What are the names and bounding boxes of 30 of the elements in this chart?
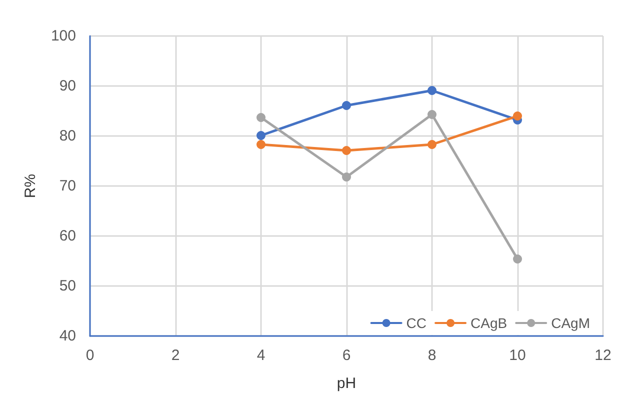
point <box>513 112 522 120</box>
x-tick-label: 0 <box>86 347 94 364</box>
point <box>342 172 351 182</box>
point <box>256 140 266 149</box>
point <box>428 140 436 149</box>
y-tick-label: 50 <box>59 278 76 294</box>
x-tick-label: 6 <box>342 347 351 364</box>
x-tick-label: 4 <box>256 347 266 364</box>
legend-label: CC <box>406 315 427 331</box>
x-tick-label: 8 <box>428 347 436 364</box>
x-tick-label: 12 <box>594 347 612 364</box>
point <box>256 131 266 140</box>
x-tick-label: 10 <box>509 347 526 364</box>
point <box>428 86 436 95</box>
y-axis-title: R% <box>22 174 39 198</box>
x-axis-title: pH <box>336 375 356 392</box>
y-tick-label: 100 <box>50 28 76 44</box>
point <box>256 113 266 122</box>
x-tick-label: 2 <box>171 347 180 364</box>
y-tick-label: 60 <box>59 228 76 244</box>
legend-label: CAgM <box>551 315 590 331</box>
legend-label: CAgB <box>470 315 508 331</box>
y-tick-label: 90 <box>59 78 76 94</box>
point <box>428 110 436 119</box>
point <box>513 254 522 264</box>
point <box>342 146 351 155</box>
y-tick-label: 80 <box>59 128 76 144</box>
y-tick-label: 40 <box>59 328 76 344</box>
y-tick-label: 70 <box>59 178 76 194</box>
point <box>342 101 351 110</box>
